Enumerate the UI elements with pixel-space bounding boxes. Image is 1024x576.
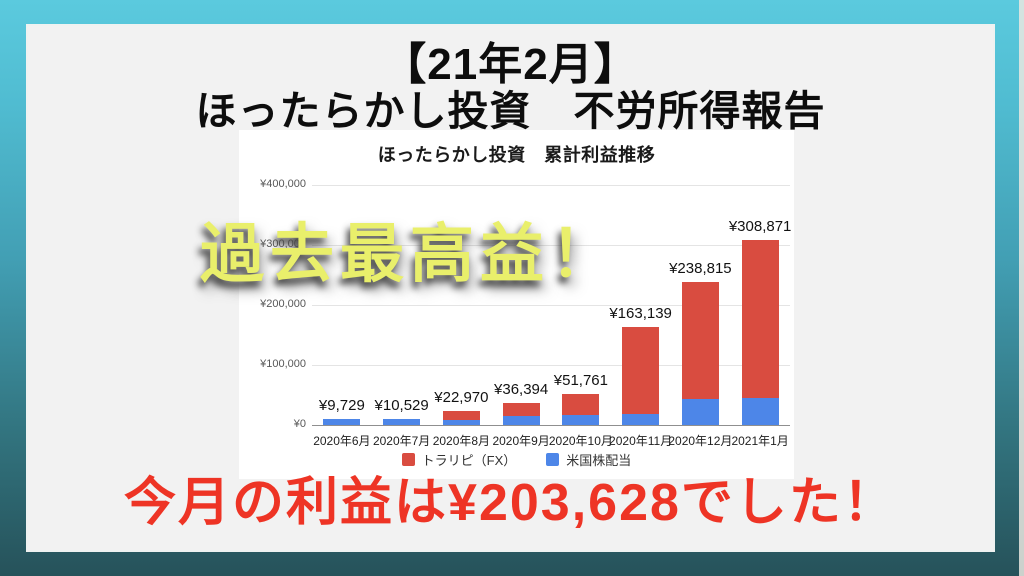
legend-swatch (401, 453, 415, 466)
footer-message: 今月の利益は¥203,628でした！ (124, 474, 897, 532)
data-label: ¥36,394 (494, 381, 549, 399)
bar-segment-toraripi-fx (681, 281, 719, 400)
page-title-line1: 【21年2月】 (382, 40, 639, 89)
right-edge-strip (1019, 0, 1024, 576)
y-axis-tick-label: ¥300,000 (260, 238, 306, 250)
y-axis-tick-label: ¥200,000 (260, 298, 306, 310)
bar-segment-toraripi-fx (562, 393, 600, 415)
legend-label: 米国株配当 (566, 453, 632, 468)
page-title-line2: ほったらかし投資 不労所得報告 (195, 88, 826, 134)
gridline (312, 305, 790, 306)
legend-item: トラリピ（FX） (401, 450, 517, 469)
legend-item: 米国株配当 (546, 450, 631, 469)
data-label: ¥51,761 (553, 371, 608, 389)
bar-segment-toraripi-fx (442, 411, 480, 420)
bar-segment-us-dividend (741, 398, 779, 425)
legend-swatch (546, 453, 560, 466)
x-axis-tick-label: 2020年10月 (548, 434, 613, 448)
bar-segment-us-dividend (383, 418, 421, 425)
legend-label: トラリピ（FX） (421, 453, 517, 468)
y-axis-tick-label: ¥400,000 (260, 178, 306, 190)
gridline (312, 365, 790, 366)
bar-segment-toraripi-fx (741, 239, 779, 398)
chart-legend: トラリピ（FX） 米国株配当 (239, 450, 794, 469)
x-axis-tick-label: 2020年11月 (609, 434, 673, 448)
x-axis-tick-label: 2020年8月 (432, 434, 491, 448)
chart-title: ほったらかし投資 累計利益推移 (377, 145, 656, 165)
profit-chart: ほったらかし投資 累計利益推移 ¥0 ¥100,000 ¥200,000 ¥300,0… (239, 130, 794, 479)
bar-segment-toraripi-fx (502, 403, 540, 416)
x-axis-tick-label: 2020年9月 (492, 434, 550, 448)
data-label: ¥9,729 (318, 397, 365, 415)
x-axis-tick-label: 2020年12月 (668, 434, 733, 448)
bar-segment-us-dividend (323, 419, 361, 425)
x-axis-line (312, 425, 790, 426)
y-axis-tick-label: ¥0 (293, 418, 306, 430)
x-axis-tick-label: 2020年6月 (313, 434, 371, 448)
bar-segment-us-dividend (502, 416, 540, 425)
x-axis-tick-label: 2020年7月 (372, 434, 431, 448)
bar-segment-us-dividend (681, 399, 719, 425)
data-label: ¥238,815 (669, 259, 732, 277)
bar-segment-toraripi-fx (622, 327, 660, 415)
highlight-text: 過去最高益！ (200, 218, 620, 290)
bar-segment-us-dividend (622, 414, 660, 425)
content-panel: 【21年2月】 ほったらかし投資 不労所得報告 ほったらかし投資 累計利益推移 … (26, 24, 995, 552)
data-label: ¥308,871 (728, 217, 792, 235)
bar-segment-us-dividend (442, 419, 480, 425)
data-label: ¥163,139 (609, 305, 672, 323)
gridline (312, 185, 790, 186)
gridline (312, 245, 790, 246)
data-label: ¥10,529 (374, 396, 429, 414)
bar-segment-us-dividend (562, 414, 600, 425)
plot-area: ¥0 ¥100,000 ¥200,000 ¥300,000 ¥400,000 ¥9,729… (260, 178, 792, 448)
data-label: ¥22,970 (434, 389, 489, 407)
y-axis-tick-label: ¥100,000 (260, 358, 306, 370)
x-axis-tick-label: 2021年1月 (731, 434, 789, 448)
